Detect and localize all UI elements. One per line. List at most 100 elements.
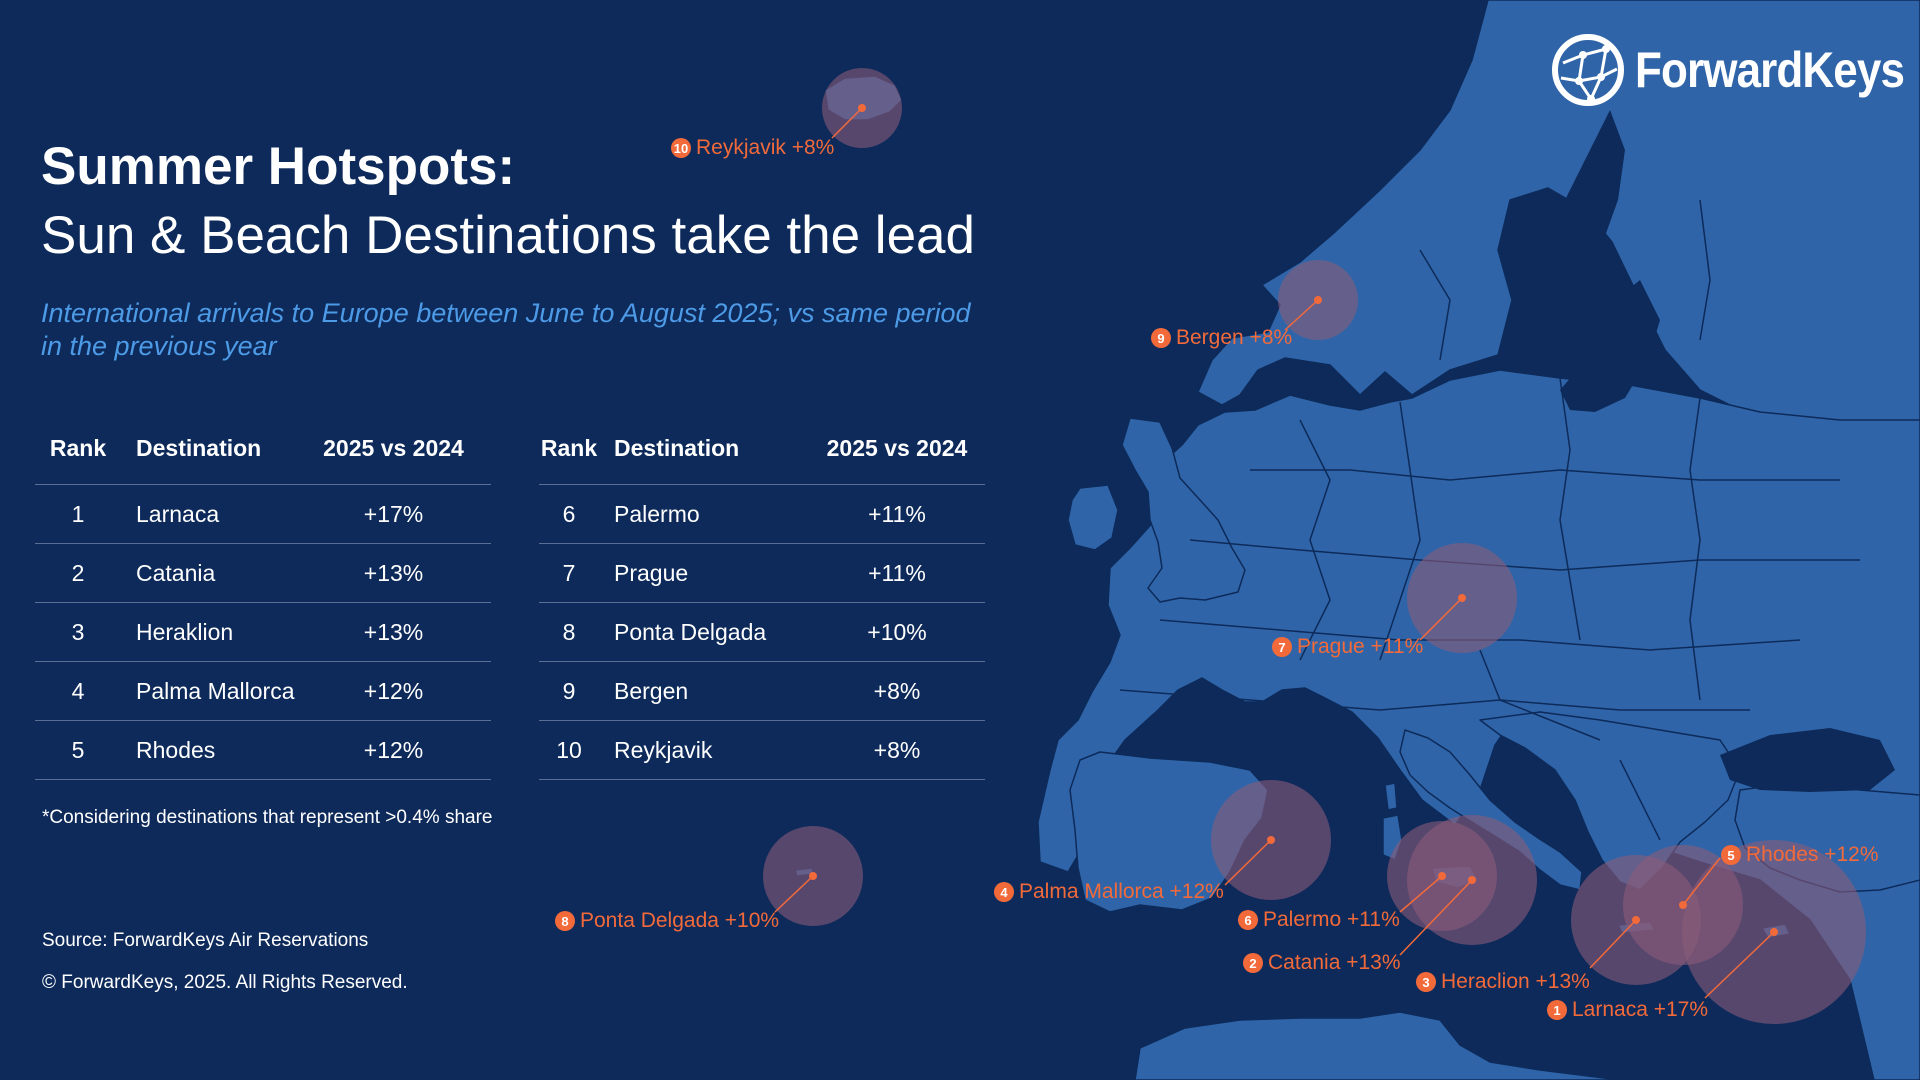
col-header-rank: Rank [539,412,599,485]
destination-cell: Palermo [599,484,809,544]
rank-cell: 7 [539,543,599,603]
destination-cell: Reykjavik [599,720,809,780]
rank-badge: 2 [1243,953,1263,973]
destination-dots [809,104,1778,936]
map-label-text: Prague +11% [1297,635,1424,658]
table-row: 3 Heraklion +13% [35,602,491,662]
page-description: International arrivals to Europe between… [41,298,971,361]
map-label-text: Catania +13% [1268,951,1401,974]
destination-cell: Rhodes [121,720,296,780]
table-row: 7 Prague +11% [539,543,985,603]
rank-badge: 1 [1547,1000,1567,1020]
destination-cell: Bergen [599,661,809,721]
ranking-table-left: Rank Destination 2025 vs 2024 1 Larnaca … [35,412,491,780]
change-cell: +12% [296,720,491,780]
map-label-text: Palermo +11% [1263,908,1400,931]
rank-cell: 4 [35,661,121,721]
land-masses [794,0,1920,1080]
col-header-destination: Destination [599,412,809,485]
change-cell: +10% [809,602,985,662]
destination-cell: Heraklion [121,602,296,662]
rank-cell: 3 [35,602,121,662]
table-row: 5 Rhodes +12% [35,720,491,780]
leader-lines [774,107,1775,999]
footnote: *Considering destinations that represent… [42,807,493,828]
copyright-note: © ForwardKeys, 2025. All Rights Reserved… [42,972,408,993]
destination-cell: Catania [121,543,296,603]
rank-cell: 2 [35,543,121,603]
col-header-change: 2025 vs 2024 [809,412,985,485]
gulf-of-bothnia [1565,110,1625,262]
table-row: 6 Palermo +11% [539,484,985,544]
map-label-heraklion: 3 Heraclion +13% [1416,970,1590,994]
rank-badge: 6 [1238,910,1258,930]
destination-cell: Palma Mallorca [121,661,296,721]
change-cell: +13% [296,543,491,603]
land-iberia [1069,751,1269,913]
table-row: 2 Catania +13% [35,543,491,603]
rank-cell: 9 [539,661,599,721]
map-label-ponta-delgada: 8 Ponta Delgada +10% [555,909,779,933]
globe-icon [1552,34,1624,106]
map-label-reykjavik: 10 Reykjavik +8% [671,136,834,160]
brand-name: ForwardKeys [1635,42,1905,98]
map-label-text: Larnaca +17% [1572,998,1709,1021]
ranking-table-right: Rank Destination 2025 vs 2024 6 Palermo … [539,412,985,780]
table-row: 8 Ponta Delgada +10% [539,602,985,662]
land-corsica [1384,782,1398,811]
rank-badge: 3 [1416,972,1436,992]
table-row: 4 Palma Mallorca +12% [35,661,491,721]
map-label-catania: 2 Catania +13% [1243,951,1401,975]
land-italy [1399,729,1583,891]
rank-badge: 5 [1721,845,1741,865]
rank-badge: 8 [555,911,575,931]
map-label-rhodes: 5 Rhodes +12% [1721,843,1879,867]
rank-cell: 5 [35,720,121,780]
col-header-change: 2025 vs 2024 [296,412,491,485]
land-north-africa [1134,1011,1621,1080]
rank-badge: 4 [994,882,1014,902]
change-cell: +13% [296,602,491,662]
table-row: 10 Reykjavik +8% [539,720,985,780]
map-label-text: Heraclion +13% [1441,970,1590,993]
land-ireland [1067,484,1119,551]
map-label-text: Bergen +8% [1176,326,1293,349]
map-label-palermo: 6 Palermo +11% [1238,908,1400,932]
change-cell: +11% [809,543,985,603]
page-title: Summer Hotspots: [41,137,516,196]
destination-cell: Prague [599,543,809,603]
forwardkeys-logo: ForwardKeys [1551,30,1920,110]
map-label-prague: 7 Prague +11% [1272,635,1423,659]
rank-cell: 10 [539,720,599,780]
map-label-bergen: 9 Bergen +8% [1151,326,1292,350]
page-subtitle: Sun & Beach Destinations take the lead [41,206,975,265]
black-sea [1720,728,1895,792]
col-header-destination: Destination [121,412,296,485]
rank-badge: 9 [1151,328,1171,348]
rank-cell: 6 [539,484,599,544]
destination-cell: Larnaca [121,484,296,544]
change-cell: +11% [809,484,985,544]
map-label-palma: 4 Palma Mallorca +12% [994,880,1224,904]
baltic-sea [1560,280,1660,412]
table-row: 1 Larnaca +17% [35,484,491,544]
rank-cell: 1 [35,484,121,544]
rank-badge: 7 [1272,637,1292,657]
map-label-text: Reykjavik +8% [696,136,835,159]
map-label-larnaca: 1 Larnaca +17% [1547,998,1708,1022]
inland-seas [1560,110,1895,792]
change-cell: +8% [809,661,985,721]
map-label-text: Palma Mallorca +12% [1019,880,1224,903]
change-cell: +8% [809,720,985,780]
source-note: Source: ForwardKeys Air Reservations [42,930,369,951]
rank-cell: 8 [539,602,599,662]
map-label-text: Rhodes +12% [1746,843,1879,866]
map-label-text: Ponta Delgada +10% [580,909,780,932]
change-cell: +17% [296,484,491,544]
destination-cell: Ponta Delgada [599,602,809,662]
rank-badge: 10 [671,138,691,158]
change-cell: +12% [296,661,491,721]
col-header-rank: Rank [35,412,121,485]
land-britain [1121,417,1246,603]
